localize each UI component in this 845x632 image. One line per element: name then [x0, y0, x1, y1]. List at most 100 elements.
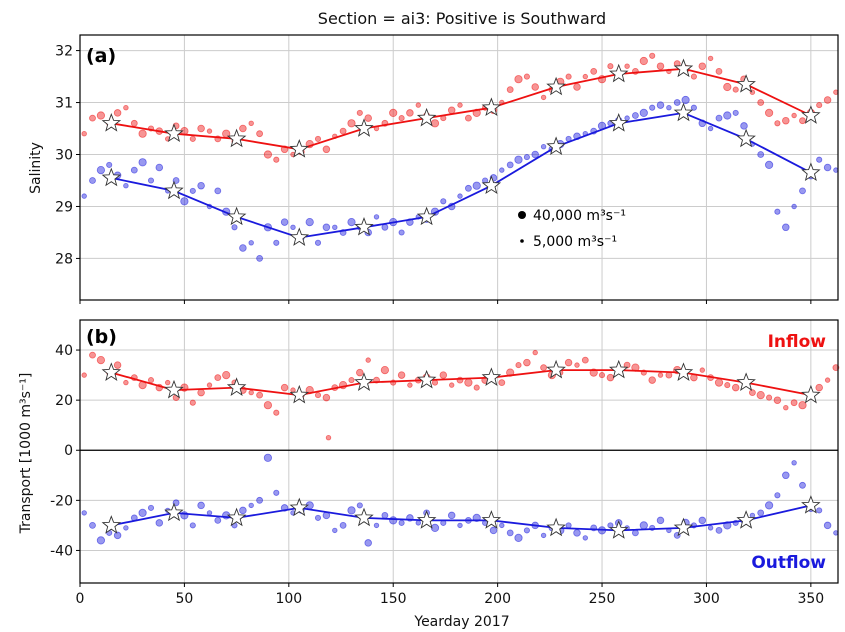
- panel-a-outflow-point: [147, 177, 155, 184]
- panel-b-y-tick-label: 40: [55, 343, 73, 359]
- panel-b-inflow-point: [206, 382, 213, 388]
- panel-a-inflow-point: [764, 108, 774, 118]
- panel-b-inflow-monthly-star: [354, 372, 374, 391]
- panel-b-outflow-point: [632, 529, 639, 537]
- panel-b-outflow-point: [523, 527, 530, 534]
- panel-a-outflow-point: [214, 187, 222, 195]
- panel-a-inflow-point: [457, 102, 463, 108]
- panel-b-outflow-monthly-star: [289, 497, 310, 517]
- panel-b-outflow-point: [214, 517, 222, 524]
- panel-a-inflow-point: [415, 102, 421, 108]
- size-legend-small-label: 5,000 m³s⁻¹: [533, 234, 617, 250]
- size-legend-small-marker: [520, 239, 524, 243]
- panel-b-outflow-monthly-star: [673, 517, 694, 537]
- panel-b-inflow-point: [89, 351, 96, 359]
- panel-a-y-tick-label: 29: [55, 199, 73, 215]
- panel-a-inflow-point: [123, 104, 129, 111]
- panel-a-inflow-point: [256, 130, 264, 138]
- panel-b-outflow-point: [823, 521, 832, 530]
- panel-b-outflow-point: [816, 507, 823, 514]
- panel-a-outflow-point: [531, 150, 539, 159]
- panel-b-inflow-monthly-star: [101, 362, 122, 381]
- panel-b-x-tick-label: 200: [484, 591, 511, 607]
- panel-b-inflow-point: [623, 361, 631, 369]
- panel-a-outflow-point: [506, 161, 514, 169]
- panel-a-inflow-point: [656, 62, 665, 70]
- panel-b-inflow-point: [581, 356, 589, 364]
- panel-a-inflow-point: [447, 106, 456, 115]
- panel-a-outflow-point: [332, 224, 338, 230]
- panel-a-inflow-point: [138, 129, 147, 138]
- panel-a-inflow-monthly-star: [226, 128, 247, 148]
- panel-a-outflow-point: [155, 163, 164, 172]
- panel-b-outflow-point: [373, 522, 380, 529]
- panel-b-inflow-point: [290, 387, 296, 393]
- panel-a-outflow-point: [81, 193, 87, 199]
- panel-a-inflow-monthly-star: [736, 74, 756, 93]
- panel-b-outflow-point: [339, 522, 347, 529]
- panel-a-inflow-point: [774, 120, 781, 127]
- panel-b-y-tick-label: 0: [64, 443, 73, 459]
- panel-b-outflow-monthly-star: [101, 515, 122, 534]
- panel-a-inflow-point: [322, 145, 331, 154]
- panel-b-y-tick-label: -20: [50, 493, 73, 509]
- panel-a-outflow-point: [322, 223, 331, 232]
- panel-b-inflow-point: [824, 377, 831, 383]
- panel-a-inflow-point: [263, 150, 272, 159]
- panel-a-outflow-point: [732, 109, 739, 116]
- panel-a-inflow-point: [314, 135, 322, 142]
- panel-b-inflow-point: [598, 372, 606, 379]
- panel-b-outflow-point: [791, 460, 797, 466]
- panel-a-inflow-point: [715, 68, 723, 75]
- panel-b-outflow-point: [273, 489, 280, 496]
- panel-a-outflow-point: [649, 104, 656, 111]
- panel-a-ylabel: Salinity: [28, 142, 44, 194]
- panel-a-inflow-point: [690, 73, 697, 80]
- panel-a-outflow-point: [764, 160, 774, 169]
- panel-b-outflow-point: [347, 506, 356, 515]
- panel-a-inflow-point: [239, 124, 247, 133]
- panel-a-outflow-monthly-star: [354, 217, 374, 236]
- panel-a-inflow-point: [573, 83, 581, 91]
- panel-a-outflow-point: [723, 111, 732, 120]
- panel-a-outflow-point: [106, 161, 113, 168]
- panel-a-outflow-point: [791, 203, 797, 210]
- panel-a-outflow-monthly-star: [801, 162, 821, 182]
- panel-a-inflow-point: [816, 102, 823, 109]
- panel-a-outflow-point: [440, 198, 447, 205]
- panel-a-inflow-point: [197, 124, 205, 133]
- panel-a-outflow-point: [666, 104, 672, 111]
- panel-a-outflow-point: [540, 143, 547, 150]
- panel-a-inflow-point: [791, 112, 797, 119]
- size-legend-large-marker: [518, 211, 526, 219]
- panel-b-outflow-monthly-star: [736, 510, 756, 529]
- x-axis-label: Yearday 2017: [413, 614, 509, 630]
- panel-a-outflow-point: [138, 158, 147, 167]
- panel-a-inflow-monthly-star: [416, 107, 437, 127]
- panel-a-outflow-monthly-star: [673, 102, 694, 122]
- panel-b-outflow-point: [415, 520, 421, 526]
- panel-a-outflow-point: [197, 181, 205, 190]
- panel-a-outflow-point: [707, 125, 714, 132]
- panel-b-inflow-point: [606, 373, 615, 382]
- panel-b-outflow-point: [698, 516, 707, 525]
- panel-b-outflow-monthly-star: [354, 507, 374, 527]
- panel-a-outflow-monthly-line: [111, 111, 812, 239]
- panel-a-outflow-monthly-star: [546, 136, 566, 156]
- panel-a-inflow-point: [698, 62, 707, 70]
- panel-a-inflow-point: [206, 128, 213, 134]
- panel-b-outflow-point: [715, 527, 723, 534]
- panel-a-inflow-point: [89, 114, 96, 122]
- panel-a-inflow-point: [347, 119, 356, 128]
- panel-a-outflow-point: [398, 229, 405, 236]
- panel-a-outflow-point: [457, 193, 463, 199]
- salinity-panel: 28 29 30 31 32: [55, 34, 839, 304]
- panel-b-inflow-point: [348, 377, 355, 384]
- panel-a-outflow-point: [681, 95, 690, 105]
- panel-a-outflow-point: [523, 154, 530, 161]
- panel-a-outflow-point: [774, 208, 781, 215]
- panel-a-inflow-point: [189, 135, 196, 142]
- panel-b-inflow-point: [756, 390, 765, 400]
- panel-a-inflow-monthly-star: [354, 118, 374, 137]
